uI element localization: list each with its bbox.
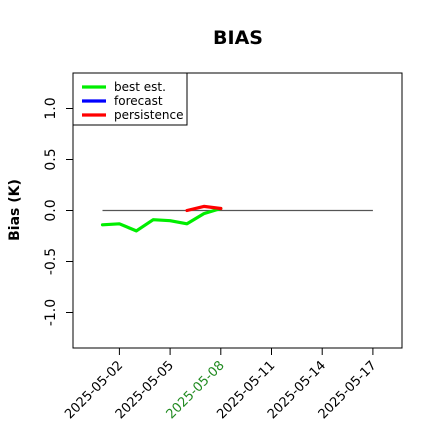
series-layer [100, 204, 223, 233]
y-tick-label: -1.0 [43, 299, 59, 326]
x-ticks: 2025-05-022025-05-052025-05-082025-05-11… [62, 348, 380, 422]
y-ticks: -1.0 -0.5 0.0 0.5 1.0 [43, 97, 73, 326]
y-axis-label: Bias (K) [7, 179, 23, 241]
chart-title: BIAS [213, 27, 263, 49]
legend-label: persistence [114, 108, 183, 122]
legend-label: forecast [114, 94, 163, 108]
legend-box [72, 72, 188, 126]
y-tick-label: 1.0 [43, 97, 59, 119]
y-tick-label: 0.5 [43, 148, 59, 170]
series-line-best-est [100, 206, 223, 233]
y-tick-label: 0.0 [43, 199, 59, 221]
legend-label: best est. [114, 80, 166, 94]
y-tick-label: -0.5 [43, 248, 59, 275]
series-line-persistence [185, 204, 223, 213]
